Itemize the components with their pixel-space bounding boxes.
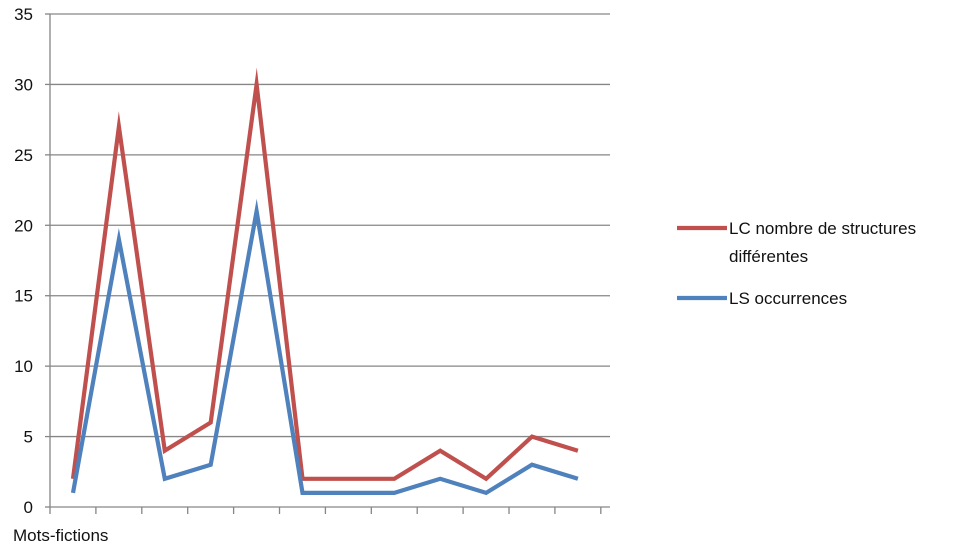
series-lines <box>73 84 578 493</box>
y-tick-label: 0 <box>24 498 33 517</box>
y-tick-label: 30 <box>14 75 33 94</box>
legend-label-2: LS occurrences <box>729 289 847 308</box>
y-tick-label: 20 <box>14 216 33 235</box>
y-tick-label: 5 <box>24 428 33 447</box>
y-tick-label: 25 <box>14 146 33 165</box>
y-tick-label: 35 <box>14 5 33 24</box>
y-tick-label: 15 <box>14 287 33 306</box>
series-line-1 <box>73 84 578 478</box>
x-axis-title: Mots-fictions <box>13 526 108 545</box>
y-tick-label: 10 <box>14 357 33 376</box>
